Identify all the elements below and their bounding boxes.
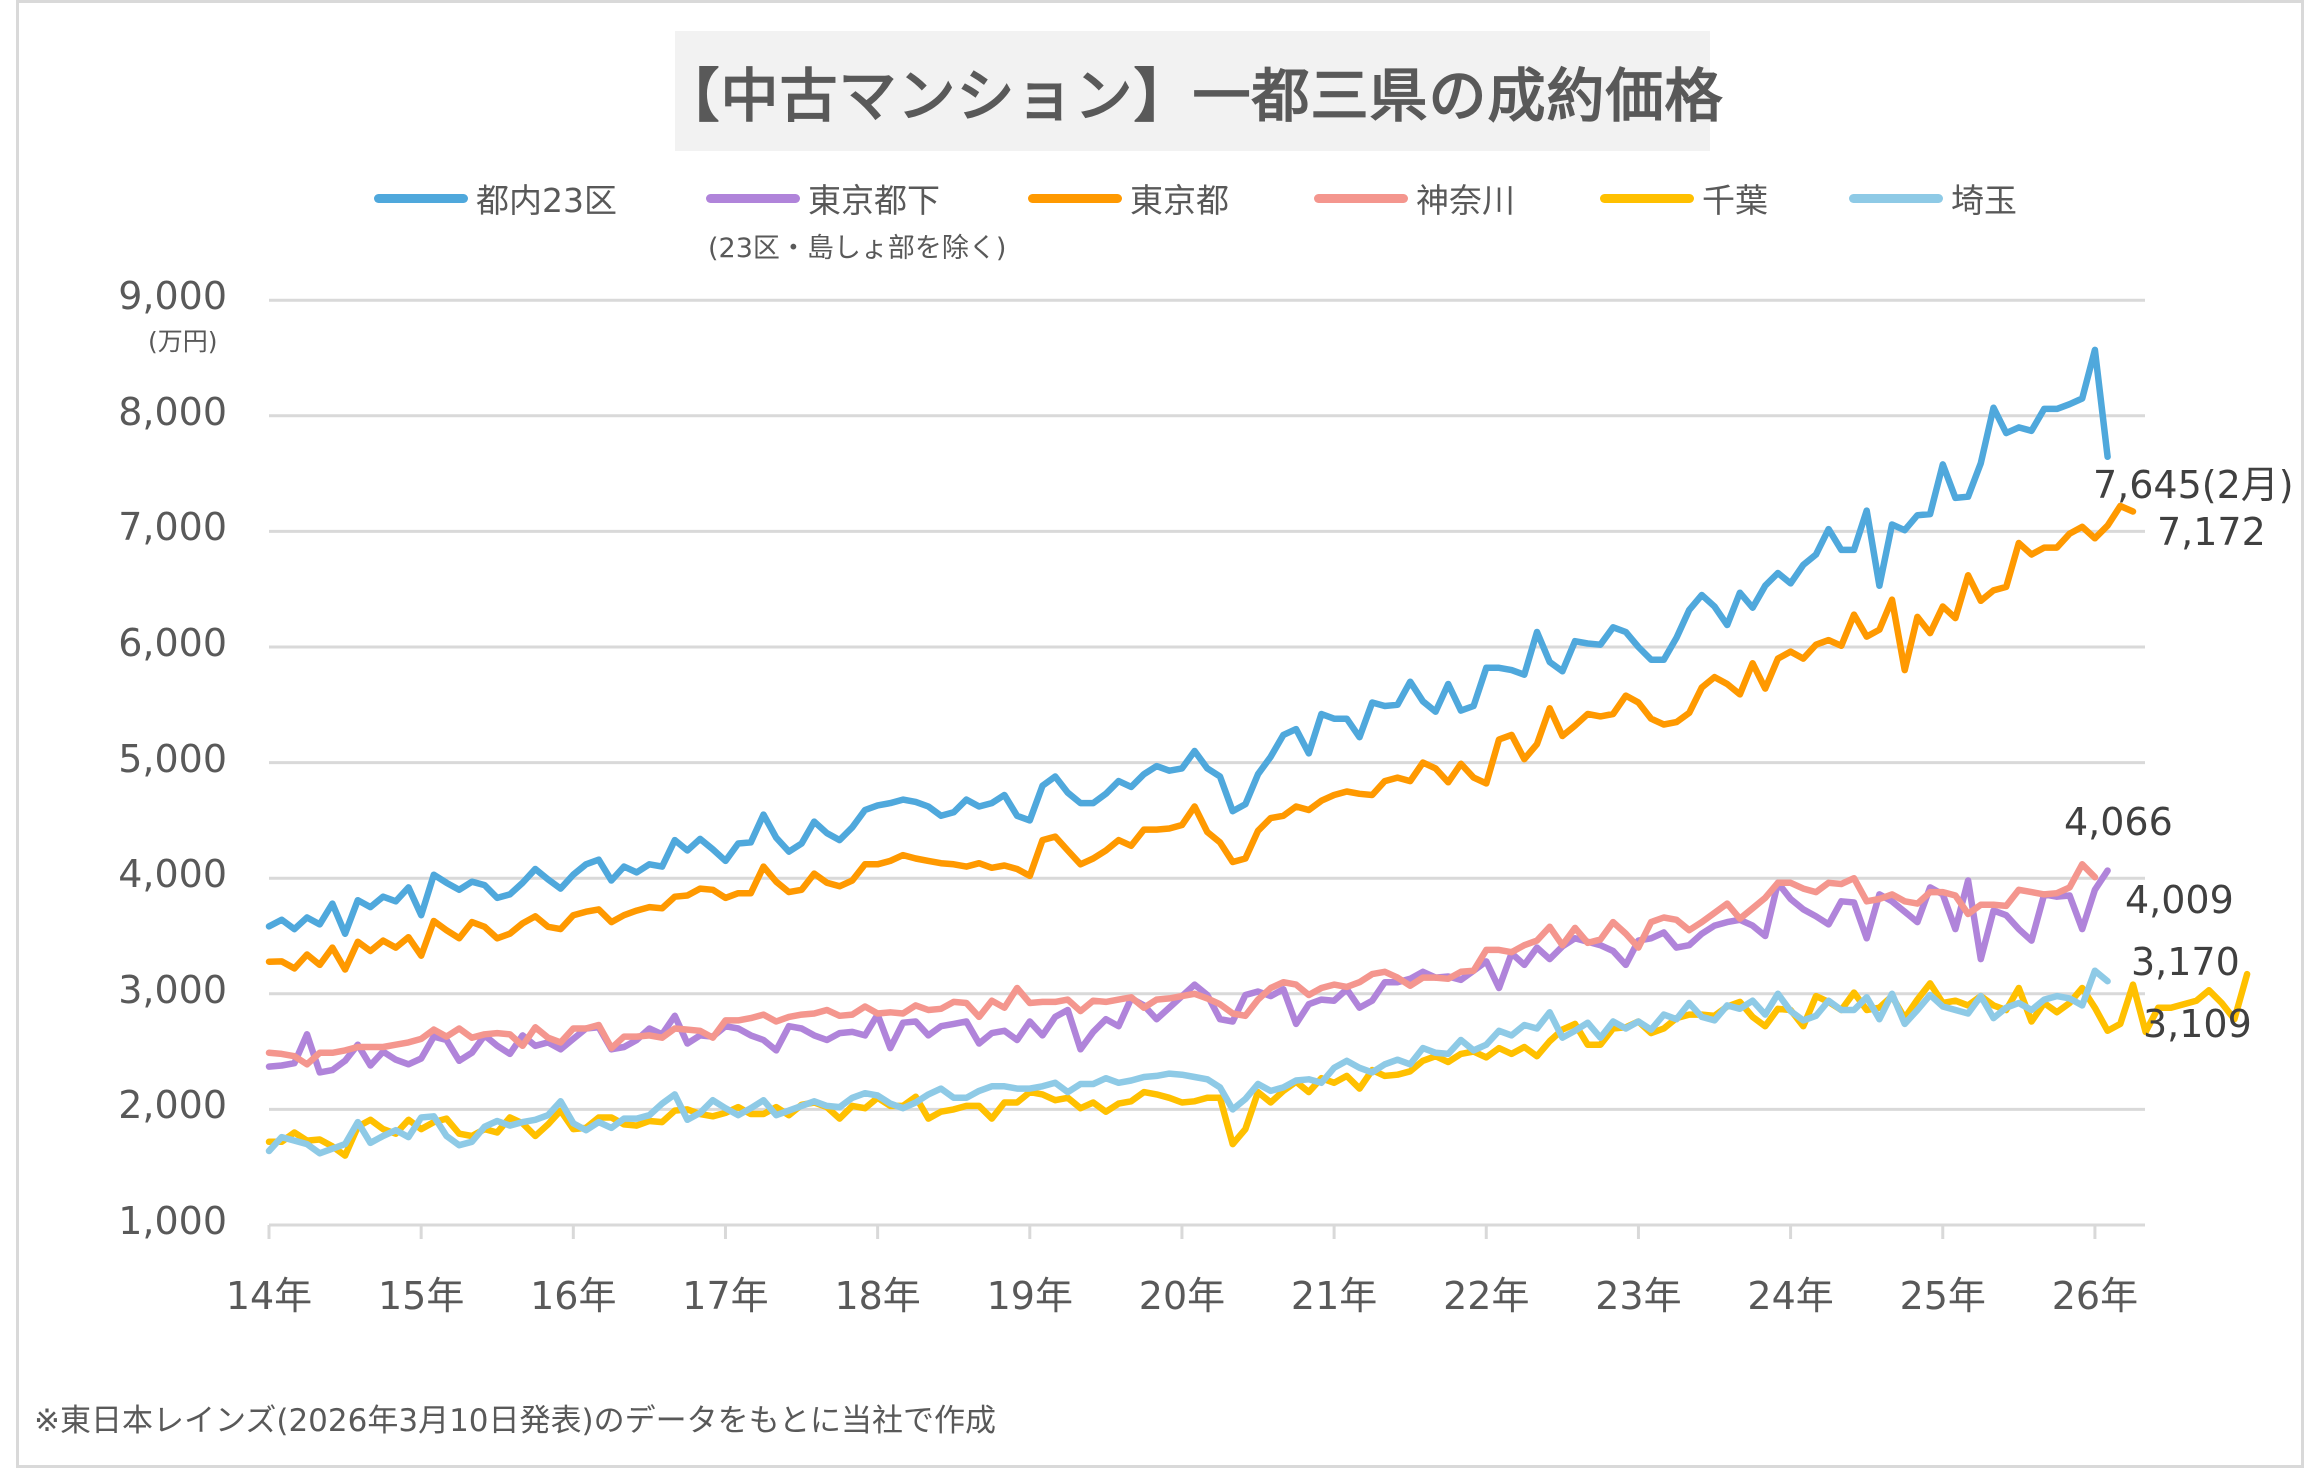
x-tick-label: 18年 [834,1274,921,1318]
y-tick-label: 8,000 [118,389,227,434]
series-line-tonai23 [265,346,2111,937]
legend-swatch-tonai23 [374,193,468,203]
y-tick-label: 9,000 [118,274,227,319]
series-line-tokyo [265,502,2137,973]
x-tick-label: 19年 [986,1274,1073,1318]
series-line-chiba [265,970,2251,1159]
legend-label-tokyo: 東京都 [1130,181,1229,220]
series-line-kanagawa [265,861,2099,1068]
x-tick-label: 23年 [1595,1274,1682,1318]
legend-label-tonai23: 都内23区 [476,181,617,220]
x-tick-label: 16年 [530,1274,617,1318]
x-tick-label: 26年 [2051,1274,2139,1318]
x-tick-label: 14年 [225,1274,313,1318]
legend-swatch-chiba [1600,193,1694,203]
end-label-saitama: 3,109 [2143,1002,2252,1046]
y-axis-unit: (万円) [148,327,218,356]
legend-label-chiba: 千葉 [1702,181,1768,220]
x-tick-label: 22年 [1443,1274,1530,1318]
legend-item-chiba: 千葉 [1600,176,1768,220]
y-tick-label: 7,000 [118,505,227,550]
legend-item-tokyo: 東京都 [1028,176,1229,220]
end-label-kanagawa: 4,009 [2125,878,2234,922]
x-tick-label: 21年 [1290,1274,1378,1318]
legend-swatch-saitama [1849,193,1943,203]
legend-item-saitama: 埼玉 [1849,176,2017,220]
y-tick-label: 3,000 [118,967,227,1012]
footnote: ※東日本レインズ(2026年3月10日発表)のデータをもとに当社で作成 [34,1403,996,1439]
x-tick-label: 20年 [1138,1274,1226,1318]
series-line-saitama [265,967,2111,1157]
x-tick-label: 24年 [1747,1274,1834,1318]
legend-sublabel-tokyotoka: (23区・島しょ部を除く) [708,233,1007,264]
y-tick-label: 1,000 [118,1199,227,1243]
series-line-tokyotoka [265,867,2111,1076]
chart-title: 【中古マンション】一都三県の成約価格 [661,62,1724,130]
legend-item-tonai23: 都内23区 [374,176,617,220]
end-label-tokyo: 7,172 [2157,510,2266,554]
x-tick-label: 17年 [682,1274,769,1318]
legend-swatch-kanagawa [1314,193,1408,203]
legend-item-kanagawa: 神奈川 [1314,176,1515,220]
end-label-tonai23: 7,645(2月) [2093,463,2294,507]
legend-label-tokyotoka: 東京都下 [808,181,940,220]
y-tick-label: 5,000 [118,736,227,781]
x-tick-label: 25年 [1899,1274,1986,1318]
legend-swatch-tokyo [1028,193,1122,203]
legend-swatch-tokyotoka [706,193,800,203]
y-tick-label: 4,000 [118,852,227,897]
y-tick-label: 6,000 [118,621,227,665]
end-label-tokyotoka: 4,066 [2064,800,2173,844]
title-box: 【中古マンション】一都三県の成約価格 [662,31,1723,151]
legend-label-saitama: 埼玉 [1951,181,2017,220]
legend-item-tokyotoka: 東京都下 [706,176,940,220]
legend-label-kanagawa: 神奈川 [1416,181,1515,220]
y-tick-label: 2,000 [118,1083,227,1128]
chart-frame [16,0,2304,1468]
x-tick-label: 15年 [377,1274,465,1318]
end-label-chiba: 3,170 [2131,940,2240,984]
